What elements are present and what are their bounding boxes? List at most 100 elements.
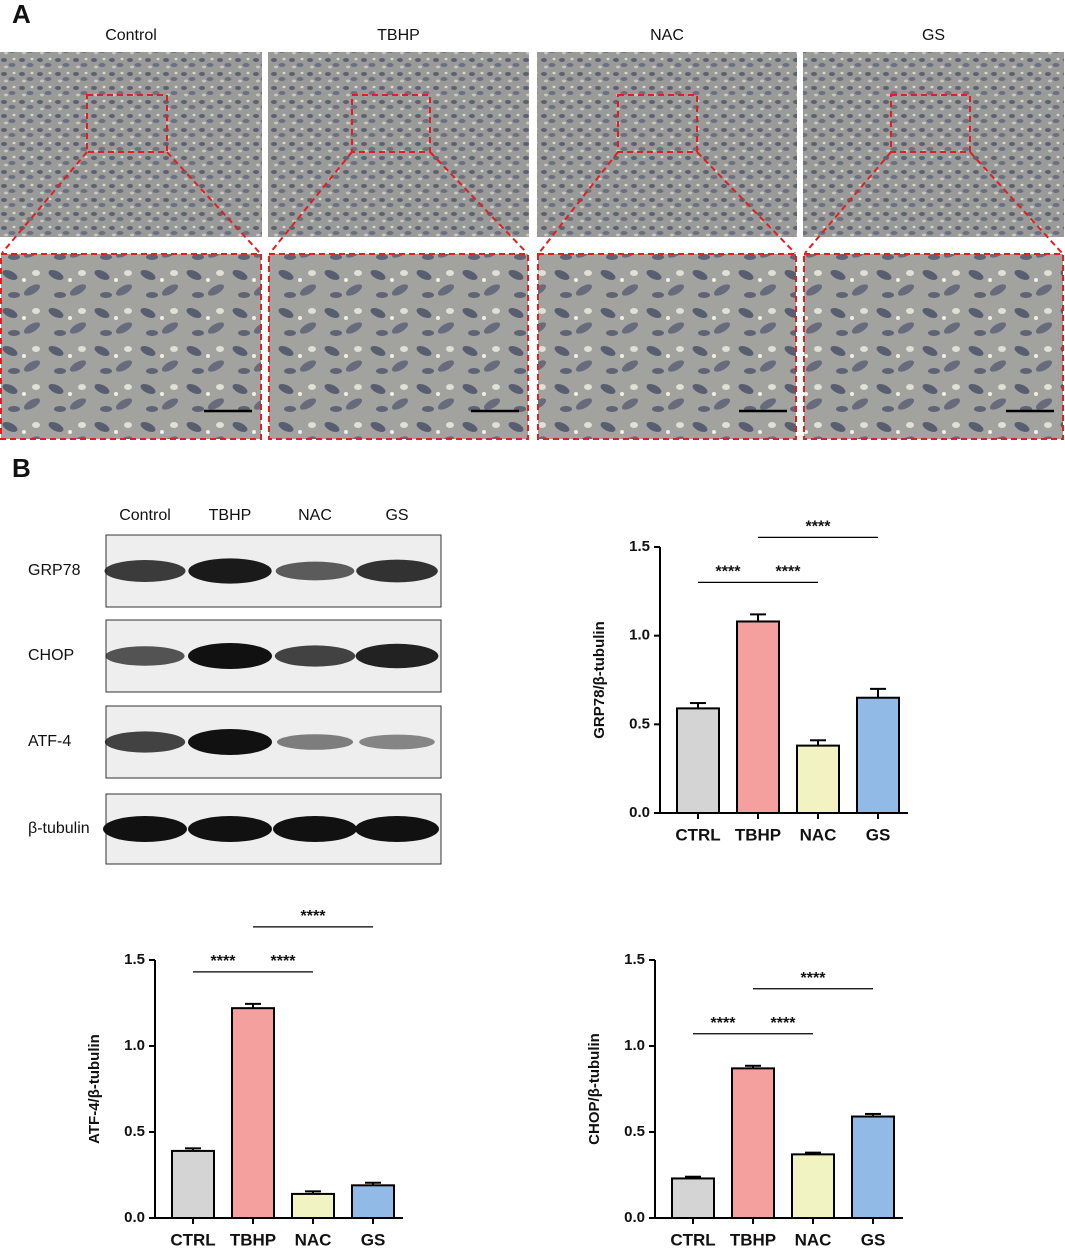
bar (736, 620, 780, 814)
bar (171, 1149, 215, 1220)
x-tick-label: TBHP (230, 1230, 276, 1249)
band (104, 731, 186, 753)
y-tick-label: 0.0 (124, 1209, 145, 1226)
band (355, 816, 439, 842)
band (273, 816, 357, 842)
y-tick-label: 1.0 (624, 1037, 645, 1054)
lane-label: GS (385, 507, 408, 524)
micrograph-zoom (803, 253, 1064, 440)
zoom-box (890, 94, 971, 153)
protein-label: β-tubulin (28, 820, 90, 837)
x-tick-label: CTRL (675, 825, 720, 844)
significance-label: **** (301, 908, 327, 925)
y-tick-label: 1.0 (124, 1037, 145, 1054)
band (188, 729, 272, 755)
x-tick-label: NAC (795, 1230, 832, 1249)
x-tick-label: NAC (800, 825, 837, 844)
micrograph-zoom (537, 253, 797, 440)
zoom-box (617, 94, 698, 153)
y-axis-title: CHOP/β-tubulin (586, 1033, 603, 1145)
band (104, 560, 186, 582)
zoom-line (1, 151, 88, 254)
group-title: Control (105, 27, 157, 44)
x-tick-label: GS (861, 1230, 886, 1249)
y-axis-title: ATF-4/β-tubulin (86, 1034, 103, 1144)
band (188, 558, 272, 584)
western-blot: Control TBHP NAC GS GRP78 CHOP ATF-4 β-tubulin (28, 507, 442, 865)
micrograph (0, 52, 262, 237)
zoom-line (166, 151, 261, 254)
significance-label: **** (801, 970, 827, 987)
x-tick-label: CTRL (170, 1230, 215, 1249)
micrograph (537, 52, 797, 237)
micrograph (268, 52, 529, 237)
zoom-line (696, 151, 796, 254)
significance-label: **** (271, 953, 297, 970)
group-title: TBHP (377, 27, 420, 44)
zoom-line (804, 151, 892, 254)
y-tick-label: 0.0 (629, 804, 650, 821)
zoom-line (969, 151, 1063, 254)
x-tick-label: TBHP (730, 1230, 776, 1249)
band (275, 561, 355, 581)
zoom-line (269, 151, 353, 254)
significance-label: **** (776, 564, 802, 581)
y-tick-label: 1.0 (629, 627, 650, 644)
panel-label: A (12, 0, 31, 29)
zoom-box (86, 94, 168, 153)
charts: 0.0 0.5 1.0 1.5 GRP78/β-tubulin CTRL TBHP NAC GS… (86, 519, 908, 1249)
band (356, 559, 438, 583)
x-tick-label: TBHP (735, 825, 781, 844)
band (188, 643, 272, 669)
x-tick-label: GS (866, 825, 891, 844)
bar (856, 696, 900, 815)
bar (671, 1177, 715, 1219)
lane-label: Control (119, 507, 171, 524)
significance-label: **** (211, 953, 237, 970)
protein-label: ATF-4 (28, 733, 71, 750)
protein-label: GRP78 (28, 562, 81, 579)
bar (351, 1184, 395, 1219)
micrograph-zoom (268, 253, 529, 440)
zoom-box (351, 94, 431, 153)
y-tick-label: 1.5 (629, 538, 650, 555)
lane-label: TBHP (209, 507, 252, 524)
significance-label: **** (806, 519, 832, 536)
band (355, 643, 439, 669)
significance-label: **** (771, 1015, 797, 1032)
y-tick-label: 0.0 (624, 1209, 645, 1226)
y-tick-label: 1.5 (624, 951, 645, 968)
significance-label: **** (711, 1015, 737, 1032)
y-tick-label: 0.5 (124, 1123, 145, 1140)
zoom-line (538, 151, 619, 254)
bar (796, 744, 840, 815)
band (276, 734, 354, 750)
bar (791, 1153, 835, 1219)
y-tick-label: 0.5 (624, 1123, 645, 1140)
y-axis-title: GRP78/β-tubulin (591, 621, 608, 739)
x-tick-label: GS (361, 1230, 386, 1249)
micrograph-zoom (0, 253, 262, 440)
bar (291, 1192, 335, 1220)
bar (231, 1007, 275, 1219)
band (105, 646, 185, 666)
group-title: NAC (650, 27, 684, 44)
bar (676, 707, 720, 815)
band (274, 645, 356, 667)
band (188, 816, 272, 842)
y-tick-label: 0.5 (629, 715, 650, 732)
significance-label: **** (716, 564, 742, 581)
lane-label: NAC (298, 507, 332, 524)
bar (851, 1115, 895, 1220)
zoom-line (429, 151, 528, 254)
group-title: GS (922, 27, 945, 44)
panel-label: B (12, 453, 31, 483)
x-tick-label: CTRL (670, 1230, 715, 1249)
protein-label: CHOP (28, 647, 74, 664)
micrographs: Control TBHP NAC GS (0, 27, 1064, 440)
y-tick-label: 1.5 (124, 951, 145, 968)
x-tick-label: NAC (295, 1230, 332, 1249)
bar (731, 1067, 775, 1219)
